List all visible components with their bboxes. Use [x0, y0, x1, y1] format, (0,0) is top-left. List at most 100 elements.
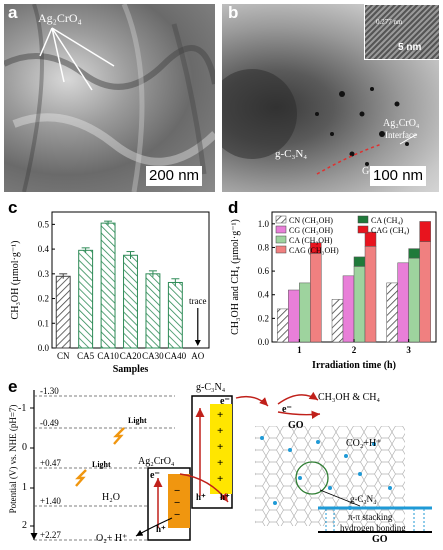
- axis-number-e-1: 0: [22, 442, 27, 453]
- axis-number-e-0: -1: [18, 403, 27, 414]
- svg-text:−: −: [174, 497, 180, 509]
- bar-1-1: [288, 289, 300, 343]
- bar-2-3: [364, 231, 377, 247]
- sem-image-a: [4, 4, 215, 192]
- legend-swatch-1: [275, 225, 287, 234]
- hole-gcn: h⁺: [196, 492, 206, 502]
- xtick-label-CA30: CA30: [142, 351, 164, 361]
- xtick-label-CA40: CA40: [165, 351, 187, 361]
- bar-CA40: [167, 281, 183, 349]
- bar-2-0: [331, 299, 344, 343]
- bar-3-3: [419, 241, 431, 343]
- svg-text:−: −: [174, 485, 180, 497]
- panel-letter-c: c: [8, 198, 18, 217]
- ytick-label-c: 0.4: [38, 244, 50, 254]
- trace-annotation: trace: [189, 296, 206, 306]
- xtick-label-CA20: CA20: [120, 351, 142, 361]
- tem-image-b: [222, 4, 439, 192]
- bar-3-2: [408, 248, 420, 259]
- svg-text:+: +: [217, 441, 223, 453]
- legend-swatch-5: [357, 225, 369, 234]
- bar-3-3: [419, 221, 431, 242]
- inset-spacing-label: 0.277 nm: [376, 18, 403, 26]
- ytick-label-d: 1.0: [258, 219, 270, 229]
- ytick-label-c: 0.0: [38, 343, 50, 353]
- bar-1-3: [310, 242, 322, 254]
- xlabel-d: Irradiation time (h): [312, 360, 396, 371]
- tick-label-e-1: -0.49: [40, 418, 59, 428]
- xlabel-c: Samples: [113, 364, 149, 375]
- ylabel-d: CH₃OH and CH₄ (µmol·g⁻¹): [230, 219, 241, 335]
- band-diagram: +++ ++ −−−: [30, 390, 432, 541]
- axis-number-e-3: 2: [22, 520, 27, 531]
- legend-label-4: CA (CH₄): [371, 216, 403, 225]
- legend-swatch-4: [357, 215, 369, 224]
- legend-label-2: CA (CH₃OH): [289, 236, 333, 245]
- electron-gcn: e⁻: [220, 396, 230, 407]
- scale-bar-b: 100 nm: [370, 166, 427, 186]
- tick-label-e-3: +1.40: [40, 496, 61, 506]
- h2o-label: H₂O: [102, 492, 120, 503]
- xtick-label-d: 3: [406, 345, 411, 355]
- bar-CA10: [100, 222, 116, 349]
- bar-1-2: [299, 282, 311, 343]
- ylabel-e: Potential (V) vs. NHE (pH=7): [8, 404, 18, 514]
- ag2cro4-label-e: Ag₂CrO₄: [138, 456, 175, 467]
- bar-1-3: [310, 253, 322, 343]
- scale-bar-a: 200 nm: [146, 166, 203, 186]
- bar-2-2: [353, 266, 366, 343]
- bar-CA30: [145, 273, 161, 349]
- svg-text:−: −: [174, 509, 180, 521]
- xtick-label-d: 1: [297, 345, 302, 355]
- hole-gcn-2: h⁺: [220, 492, 230, 502]
- gcn-label-b: g-C₃N₄: [275, 148, 308, 160]
- ytick-label-d: 0.8: [258, 242, 270, 252]
- legend-swatch-0: [275, 215, 287, 224]
- hole-ag: h⁺: [156, 524, 166, 534]
- tick-label-e-0: -1.30: [40, 386, 59, 396]
- legend-label-0: CN (CH₃OH): [289, 216, 333, 225]
- go-label-b: GO: [362, 166, 376, 177]
- svg-text:+: +: [217, 409, 223, 421]
- ytick-label-d: 0.6: [258, 266, 270, 276]
- bar-1-0: [277, 308, 289, 343]
- ytick-label-d: 0.4: [258, 290, 270, 300]
- axis-number-e-2: 1: [22, 482, 27, 493]
- legend-swatch-2: [275, 235, 287, 244]
- interface-label: Interface: [385, 130, 417, 140]
- bar-3-0: [386, 282, 398, 343]
- light-label-2: Light: [92, 460, 111, 469]
- ytick-label-c: 0.3: [38, 269, 50, 279]
- pi-stacking-label: π-π stacking: [348, 512, 393, 522]
- xtick-label-CA5: CA5: [77, 351, 95, 361]
- ag2cro4-label-a: Ag₂CrO₄: [38, 11, 82, 25]
- bar-CA5: [78, 249, 94, 349]
- svg-text:+: +: [217, 457, 223, 469]
- o2-label: O₂+ H⁺: [96, 533, 128, 544]
- inset-scale-label: 5 nm: [398, 42, 422, 53]
- electron-go: e⁻: [282, 404, 292, 415]
- legend-label-3: CAG (CH₃OH): [289, 246, 339, 255]
- bar-CN: [55, 275, 71, 349]
- go-label-e2: GO: [372, 534, 388, 545]
- panel-letter-d: d: [228, 198, 239, 217]
- bar-3-1: [397, 262, 409, 343]
- panel-letter-a: a: [8, 3, 18, 22]
- ytick-label-c: 0.5: [38, 219, 50, 229]
- gcn-layer-label: g-C₃N₄: [350, 494, 377, 504]
- ytick-label-c: 0.1: [38, 318, 49, 328]
- chart-c: 0.0 0.1 0.2 0.3 0.4 0.5 CN CA5 CA10 CA20 CA30 CA40 A…: [10, 211, 210, 375]
- bar-CA20: [123, 254, 138, 349]
- svg-text:+: +: [217, 425, 223, 437]
- trace-arrowhead: [194, 340, 201, 346]
- ytick-label-c: 0.2: [38, 294, 49, 304]
- panel-letter-e: e: [8, 377, 18, 396]
- tick-label-e-2: +0.47: [40, 458, 61, 468]
- ag2cro4-label-b: Ag₂CrO₄: [383, 118, 420, 129]
- go-label-e1: GO: [288, 420, 304, 431]
- electron-ag: e⁻: [150, 470, 160, 481]
- hbond-label: hydrogen bonding: [340, 523, 406, 533]
- panel-letter-b: b: [228, 3, 239, 22]
- legend-label-5: CAG (CH₄): [371, 226, 409, 235]
- axis-ticks-e: [30, 407, 34, 527]
